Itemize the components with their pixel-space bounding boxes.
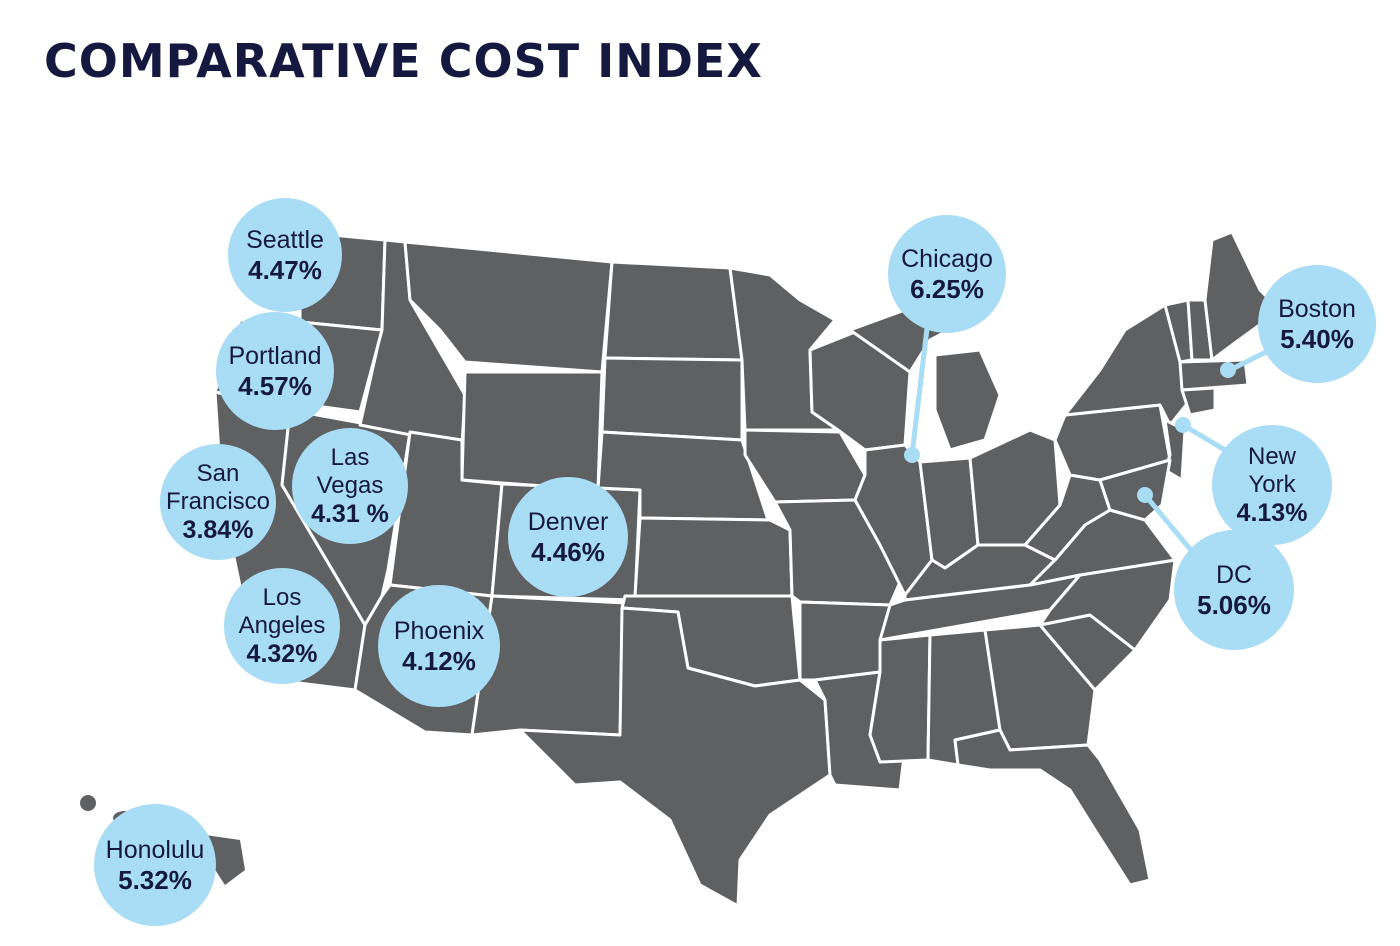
state-texas	[518, 606, 832, 908]
bubble-las-vegas: Las Vegas 4.31 %	[292, 428, 408, 544]
bubble-dc: DC 5.06%	[1174, 530, 1294, 650]
chicago-marker	[904, 447, 920, 463]
city-label-line-1: New	[1247, 443, 1296, 470]
leader-lines	[904, 317, 1273, 558]
bubble-phoenix: Phoenix 4.12%	[378, 585, 500, 707]
bubble-honolulu: Honolulu 5.32%	[94, 804, 216, 926]
state-wyoming	[460, 370, 604, 492]
city-label: Portland	[228, 341, 322, 370]
bubble-san-francisco: San Francisco 3.84%	[160, 444, 276, 560]
dc-marker	[1137, 487, 1153, 503]
state-arkansas	[798, 600, 892, 682]
cost-value: 4.47%	[248, 254, 322, 285]
cost-value: 4.13%	[1236, 499, 1308, 527]
city-label-line-2: Vegas	[316, 472, 384, 499]
state-north-dakota	[603, 260, 744, 362]
city-label-line-2: Francisco	[165, 488, 271, 515]
bubble-portland: Portland 4.57%	[216, 312, 334, 430]
city-label-line-1: Las	[330, 444, 370, 471]
city-label: Chicago	[901, 244, 993, 273]
city-label: Phoenix	[393, 616, 485, 645]
city-label-line-1: San	[196, 460, 240, 487]
cost-value: 4.57%	[238, 370, 312, 401]
cost-value: 3.84%	[182, 516, 254, 544]
cost-value: 4.46%	[531, 536, 605, 567]
dc-leader	[1142, 492, 1198, 558]
state-kansas	[633, 516, 794, 598]
chicago-leader	[909, 317, 931, 458]
city-label: DC	[1215, 560, 1253, 589]
island-kauai	[80, 795, 96, 811]
city-label-line-2: York	[1248, 471, 1296, 498]
island-big-island	[205, 835, 245, 885]
cost-value: 6.25%	[910, 273, 984, 304]
cost-value: 5.32%	[118, 864, 192, 895]
state-mississippi	[868, 633, 932, 764]
cost-value: 4.32%	[246, 640, 318, 668]
bubble-new-york: New York 4.13%	[1212, 425, 1332, 545]
city-label: Denver	[527, 507, 609, 536]
state-south-dakota	[600, 356, 744, 442]
boston-leader	[1227, 347, 1273, 373]
bubble-los-angeles: Los Angeles 4.32%	[224, 568, 340, 684]
bubble-seattle: Seattle 4.47%	[228, 198, 342, 312]
state-shapes	[213, 230, 1282, 908]
city-label: Boston	[1278, 294, 1356, 323]
state-iowa	[743, 428, 867, 504]
city-label: Seattle	[246, 225, 324, 254]
city-label: Honolulu	[105, 835, 205, 864]
city-label-line-2: Angeles	[238, 612, 326, 639]
city-label-line-1: Los	[262, 584, 302, 611]
page-title: COMPARATIVE COST INDEX	[44, 34, 763, 88]
cost-value: 4.31 %	[311, 500, 389, 528]
new-york-leader	[1180, 422, 1228, 453]
state-connecticut	[1180, 386, 1217, 417]
bubble-denver: Denver 4.46%	[508, 477, 628, 597]
bubble-chicago: Chicago 6.25%	[888, 215, 1006, 333]
cost-value: 4.12%	[402, 645, 476, 676]
state-florida	[953, 728, 1152, 887]
boston-marker	[1220, 362, 1236, 378]
bubble-boston: Boston 5.40%	[1258, 265, 1376, 383]
cost-value: 5.40%	[1280, 323, 1354, 354]
cost-value: 5.06%	[1197, 589, 1271, 620]
new-york-marker	[1175, 417, 1191, 433]
